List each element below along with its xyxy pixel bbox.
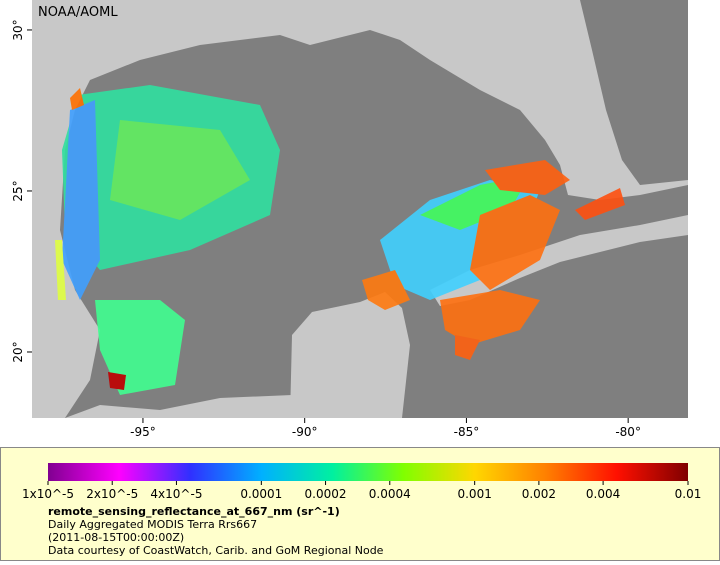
- imagery-patch: [485, 160, 570, 195]
- credit: NOAA/AOML: [38, 5, 118, 20]
- lat-tick-label: 20°: [11, 341, 25, 362]
- atlantic-ocean: [580, 0, 688, 185]
- imagery-patch: [62, 100, 100, 300]
- imagery-patch: [575, 188, 625, 220]
- source: Data courtesy of CoastWatch, Carib. and …: [48, 544, 384, 557]
- reflectance-imagery: [55, 85, 625, 395]
- time: (2011-08-15T00:00:00Z): [48, 531, 184, 544]
- lat-tick-label: 25°: [11, 180, 25, 201]
- colorbar-tick-label: 4x10^-5: [150, 487, 202, 501]
- lon-tick-label: -80°: [615, 425, 641, 439]
- colorbar-tick-label: 0.001: [457, 487, 491, 501]
- imagery-patch: [110, 120, 250, 220]
- imagery-patch: [95, 300, 185, 395]
- lon-tick-label: -90°: [292, 425, 318, 439]
- yucatan: [290, 292, 410, 418]
- south-mexico: [65, 395, 292, 418]
- imagery-patch: [440, 290, 540, 345]
- colorbar-tick-label: 0.0001: [240, 487, 282, 501]
- colorbar-tick-label: 2x10^-5: [86, 487, 138, 501]
- colorbar-tick-label: 1x10^-5: [22, 487, 74, 501]
- imagery-patch: [70, 88, 84, 110]
- imagery-patch: [55, 240, 66, 300]
- imagery-patch: [470, 195, 560, 290]
- imagery-patch: [362, 270, 410, 310]
- variable-name: remote_sensing_reflectance_at_667_nm (sr…: [48, 505, 340, 518]
- lon-tick-label: -95°: [130, 425, 156, 439]
- lon-tick-label: -85°: [454, 425, 480, 439]
- colorbar-tick-label: 0.004: [586, 487, 620, 501]
- imagery-patch: [108, 372, 126, 390]
- colorbar-tick-label: 0.0002: [305, 487, 347, 501]
- dataset: Daily Aggregated MODIS Terra Rrs667: [48, 518, 257, 531]
- colorbar-tick-label: 0.0004: [369, 487, 411, 501]
- colorbar-tick-label: 0.01: [675, 487, 702, 501]
- imagery-patch: [455, 335, 480, 360]
- colorbar: [48, 463, 688, 481]
- colorbar-tick-label: 0.002: [522, 487, 556, 501]
- lat-tick-label: 30°: [11, 19, 25, 40]
